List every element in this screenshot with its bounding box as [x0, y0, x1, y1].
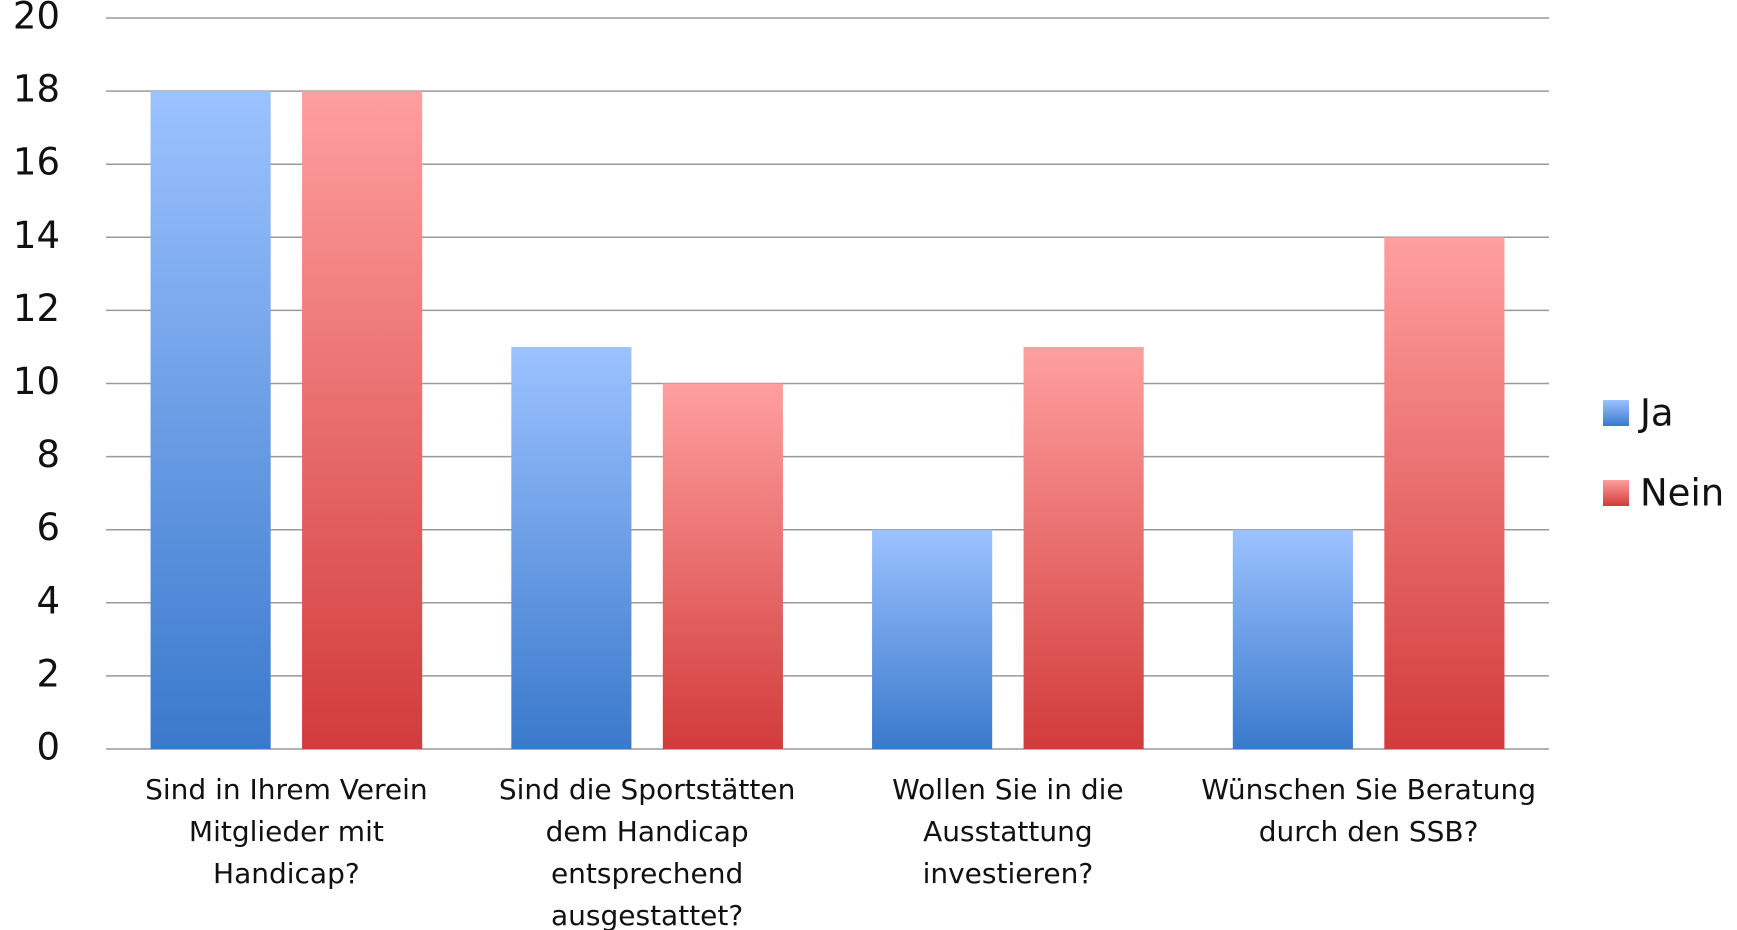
y-tick-label: 6 [36, 506, 60, 549]
y-tick-label: 2 [36, 652, 60, 695]
y-tick-label: 8 [36, 433, 60, 476]
bar [1023, 346, 1144, 749]
x-tick-label: Wollen Sie in die Ausstattung investiere… [892, 773, 1124, 890]
legend-label: Ja [1638, 392, 1674, 435]
y-tick-label: 16 [13, 141, 60, 184]
legend-label: Nein [1640, 472, 1724, 515]
bar [511, 346, 632, 749]
legend-swatch [1603, 400, 1629, 426]
bar [150, 91, 271, 750]
bar [1232, 529, 1353, 749]
y-tick-label: 12 [13, 287, 60, 330]
y-tick-label: 4 [36, 579, 60, 622]
x-tick-label: Wünschen Sie Beratung durch den SSB? [1201, 773, 1537, 848]
legend-swatch [1603, 480, 1629, 506]
x-tick-label: Sind in Ihrem Verein Mitglieder mit Hand… [145, 773, 428, 890]
bar [302, 91, 423, 750]
y-tick-label: 18 [13, 68, 60, 111]
y-tick-label: 14 [13, 214, 60, 257]
y-tick-label: 20 [13, 0, 60, 38]
bar [662, 383, 783, 749]
y-tick-label: 0 [36, 726, 60, 769]
bar [1384, 237, 1505, 750]
y-tick-label: 10 [13, 360, 60, 403]
x-tick-label: Sind die Sportstätten dem Handicap entsp… [498, 773, 796, 930]
bar [872, 529, 993, 749]
